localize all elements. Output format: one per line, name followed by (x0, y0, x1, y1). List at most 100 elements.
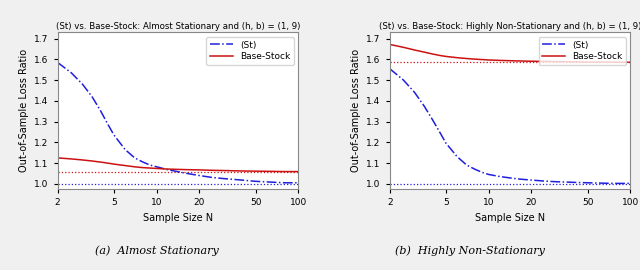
(St) (613, 182, 621, 185)
Base-Stock (67, 157, 75, 161)
Line: (St): (St) (390, 69, 630, 183)
(St) (411, 91, 419, 94)
Base-Stock (153, 167, 161, 170)
Base-Stock (147, 166, 154, 170)
Base-Stock (584, 60, 591, 64)
Base-Stock (281, 170, 289, 173)
(St) (104, 122, 111, 125)
Base-Stock (552, 60, 560, 63)
(St) (510, 177, 518, 180)
(St) (88, 95, 96, 98)
(St) (399, 79, 407, 82)
Base-Stock (268, 170, 276, 173)
(St) (541, 180, 549, 183)
X-axis label: Sample Size N: Sample Size N (475, 212, 545, 222)
Base-Stock (399, 46, 407, 49)
Base-Stock (79, 158, 86, 161)
(St) (485, 173, 493, 176)
Base-Stock (294, 170, 302, 173)
Base-Stock (186, 168, 193, 171)
(St) (268, 181, 276, 184)
(St) (429, 118, 436, 121)
Base-Stock (178, 168, 186, 171)
(St) (186, 172, 193, 176)
Base-Stock (627, 61, 634, 64)
Base-Stock (54, 156, 61, 160)
(St) (97, 109, 104, 112)
Base-Stock (209, 169, 217, 172)
Base-Stock (122, 164, 129, 167)
(St) (131, 156, 138, 160)
(St) (178, 171, 186, 174)
Base-Stock (238, 169, 246, 173)
Y-axis label: Out-of-Sample Loss Ratio: Out-of-Sample Loss Ratio (19, 49, 29, 172)
Base-Stock (479, 58, 486, 61)
Legend: (St), Base-Stock: (St), Base-Stock (207, 37, 294, 65)
Title: (St) vs. Base-Stock: Almost Stationary and (h, b) = (1, 9): (St) vs. Base-Stock: Almost Stationary a… (56, 22, 300, 31)
(St) (79, 83, 86, 86)
Base-Stock (252, 170, 259, 173)
Base-Stock (386, 43, 394, 46)
(St) (386, 67, 394, 70)
(St) (552, 180, 560, 183)
Base-Stock (110, 163, 118, 166)
(St) (67, 71, 75, 75)
Base-Stock (104, 161, 111, 165)
(St) (600, 181, 608, 185)
(St) (627, 182, 634, 185)
(St) (281, 181, 289, 184)
Base-Stock (195, 168, 203, 171)
(St) (584, 181, 591, 184)
Base-Stock (518, 59, 525, 63)
(St) (153, 165, 161, 168)
Legend: (St), Base-Stock: (St), Base-Stock (539, 37, 626, 65)
(St) (195, 174, 203, 177)
(St) (496, 175, 504, 178)
Base-Stock (527, 60, 535, 63)
(St) (122, 148, 129, 151)
(St) (164, 168, 172, 171)
Base-Stock (496, 59, 504, 62)
Text: (a)  Almost Stationary: (a) Almost Stationary (95, 245, 219, 256)
(St) (147, 164, 154, 167)
Base-Stock (88, 159, 96, 163)
(St) (479, 171, 486, 174)
Base-Stock (510, 59, 518, 62)
Base-Stock (485, 58, 493, 62)
Base-Stock (164, 167, 172, 171)
(St) (570, 181, 578, 184)
Base-Stock (429, 52, 436, 56)
(St) (238, 178, 246, 182)
Base-Stock (442, 55, 450, 58)
Base-Stock (613, 61, 621, 64)
(St) (463, 164, 470, 167)
Base-Stock (570, 60, 578, 63)
Line: Base-Stock: Base-Stock (390, 45, 630, 62)
(St) (420, 104, 428, 108)
(St) (54, 61, 61, 64)
Base-Stock (139, 166, 147, 169)
(St) (436, 130, 444, 134)
Line: (St): (St) (58, 62, 298, 183)
(St) (252, 180, 259, 183)
Line: Base-Stock: Base-Stock (58, 158, 298, 171)
(St) (139, 160, 147, 164)
Base-Stock (220, 169, 228, 172)
X-axis label: Sample Size N: Sample Size N (143, 212, 213, 222)
(St) (518, 178, 525, 181)
Base-Stock (436, 54, 444, 57)
(St) (110, 133, 118, 137)
Base-Stock (454, 56, 461, 59)
(St) (209, 176, 217, 179)
Base-Stock (541, 60, 549, 63)
Base-Stock (463, 57, 470, 60)
(St) (454, 155, 461, 158)
(St) (442, 142, 450, 145)
Base-Stock (411, 48, 419, 52)
Base-Stock (420, 50, 428, 54)
Base-Stock (600, 60, 608, 64)
(St) (527, 178, 535, 182)
Base-Stock (97, 160, 104, 164)
Base-Stock (131, 165, 138, 168)
Base-Stock (471, 58, 479, 61)
